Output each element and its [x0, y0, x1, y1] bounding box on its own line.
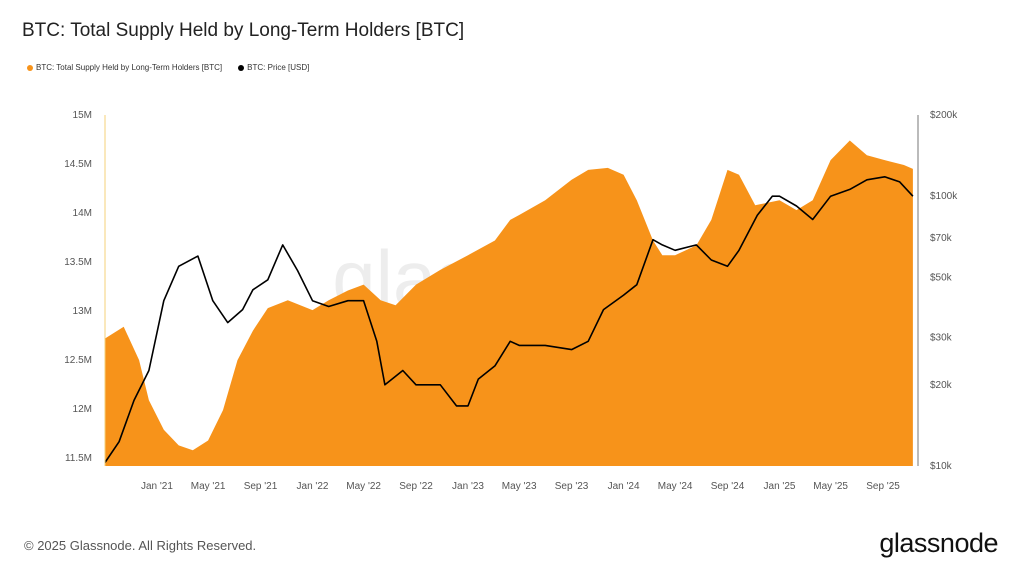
legend-item-lth-supply[interactable]: BTC: Total Supply Held by Long-Term Hold…	[27, 63, 222, 72]
x-tick-label: Jan '21	[141, 481, 173, 492]
right-tick-label: $200k	[930, 110, 958, 121]
x-tick-label: Sep '25	[866, 481, 900, 492]
x-tick-label: Jan '22	[297, 481, 329, 492]
x-tick-label: Jan '24	[608, 481, 640, 492]
left-tick-label: 13M	[73, 306, 92, 317]
legend-label: BTC: Total Supply Held by Long-Term Hold…	[36, 63, 223, 72]
x-tick-label: Jan '23	[452, 481, 484, 492]
x-tick-label: May '21	[191, 481, 226, 492]
right-tick-label: $20k	[930, 380, 953, 391]
right-tick-label: $70k	[930, 233, 953, 244]
x-tick-label: Jan '25	[764, 481, 796, 492]
x-tick-label: Sep '23	[555, 481, 589, 492]
copyright: © 2025 Glassnode. All Rights Reserved.	[24, 538, 257, 553]
right-tick-label: $50k	[930, 272, 953, 283]
chart-title: BTC: Total Supply Held by Long-Term Hold…	[22, 20, 465, 41]
x-tick-label: May '22	[346, 481, 381, 492]
legend-item-price[interactable]: BTC: Price [USD]	[238, 63, 309, 72]
x-tick-label: Sep '21	[244, 481, 278, 492]
glassnode-logo: glassnode	[879, 528, 998, 558]
legend-dot-orange	[27, 64, 33, 71]
left-tick-label: 11.5M	[65, 453, 92, 464]
left-tick-label: 14.5M	[64, 159, 92, 170]
left-tick-label: 14M	[73, 208, 92, 219]
price-line	[104, 176, 914, 463]
x-tick-label: May '24	[658, 481, 693, 492]
lth-supply-area	[105, 140, 913, 466]
right-tick-label: $100k	[930, 191, 958, 202]
right-tick-label: $30k	[930, 332, 953, 343]
x-tick-label: May '25	[813, 481, 848, 492]
left-tick-label: 12.5M	[64, 355, 92, 366]
x-tick-label: Sep '24	[711, 481, 745, 492]
x-tick-label: Sep '22	[399, 481, 433, 492]
legend-dot-black	[238, 64, 245, 71]
x-tick-label: May '23	[502, 481, 537, 492]
left-tick-label: 12M	[73, 404, 92, 415]
left-tick-label: 13.5M	[64, 257, 92, 268]
legend-label: BTC: Price [USD]	[247, 63, 310, 72]
left-tick-label: 15M	[73, 110, 92, 121]
right-tick-label: $10k	[930, 461, 953, 472]
legend: BTC: Total Supply Held by Long-Term Hold…	[27, 63, 309, 72]
